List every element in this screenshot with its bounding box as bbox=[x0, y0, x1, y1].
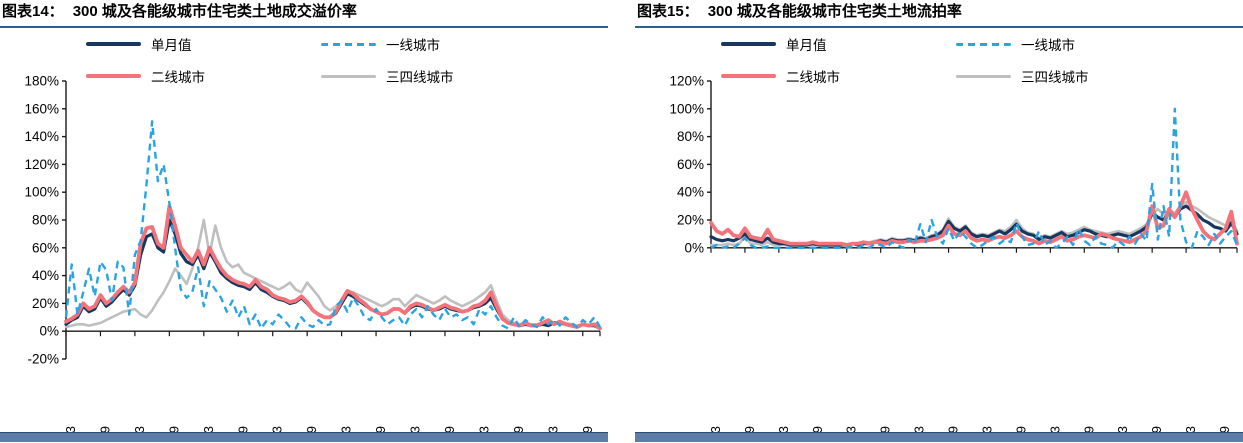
legend-item-tier34-cities: 三四线城市 bbox=[956, 66, 1181, 86]
svg-text:60%: 60% bbox=[32, 240, 59, 255]
svg-text:2016-03: 2016-03 bbox=[776, 426, 791, 432]
svg-text:2016-09: 2016-09 bbox=[166, 426, 181, 432]
svg-text:20%: 20% bbox=[32, 296, 59, 311]
svg-text:2020-09: 2020-09 bbox=[442, 426, 457, 432]
svg-text:2016-03: 2016-03 bbox=[132, 426, 147, 432]
svg-text:2020-09: 2020-09 bbox=[1081, 426, 1096, 432]
svg-text:120%: 120% bbox=[669, 74, 704, 89]
legend-label: 二线城市 bbox=[786, 70, 840, 85]
tier2-line-swatch bbox=[86, 73, 141, 79]
legend-item-tier1-cities: 一线城市 bbox=[321, 34, 546, 54]
svg-text:2015-03: 2015-03 bbox=[708, 426, 723, 432]
legend-label: 一线城市 bbox=[386, 38, 440, 53]
svg-text:2021-03: 2021-03 bbox=[1115, 426, 1130, 432]
svg-text:100%: 100% bbox=[24, 185, 59, 200]
figure-number-label: 图表15： bbox=[637, 3, 699, 20]
figure-title-text: 300 城及各能级城市住宅类土地流拍率 bbox=[707, 3, 962, 20]
svg-text:2022-09: 2022-09 bbox=[1217, 426, 1232, 432]
figure-panel-14: 图表14： 300 城及各能级城市住宅类土地成交溢价率 180% 160% 140% 1… bbox=[0, 0, 608, 443]
legend-item-monthly: 单月值 bbox=[721, 34, 956, 54]
tier34-line-swatch bbox=[956, 74, 1011, 78]
svg-text:2018-03: 2018-03 bbox=[270, 426, 285, 432]
monthly-line-swatch bbox=[721, 42, 776, 46]
figure-number-label: 图表14： bbox=[2, 3, 64, 20]
svg-text:2015-03: 2015-03 bbox=[63, 426, 78, 432]
svg-text:2017-09: 2017-09 bbox=[878, 426, 893, 432]
svg-text:0%: 0% bbox=[39, 324, 59, 339]
svg-text:2020-03: 2020-03 bbox=[1047, 426, 1062, 432]
line-chart-canvas: 120% 100% 80% 60% 40% 20% 0% 2015-03 2015-09 2016… bbox=[669, 74, 1239, 432]
svg-text:2019-09: 2019-09 bbox=[373, 426, 388, 432]
svg-text:40%: 40% bbox=[32, 268, 59, 283]
tier1-dashed-line-swatch bbox=[321, 42, 376, 46]
figure-title: 图表15： 300 城及各能级城市住宅类土地流拍率 bbox=[635, 0, 1243, 28]
legend-label: 一线城市 bbox=[1021, 38, 1075, 53]
panel-bottom-bar bbox=[0, 432, 608, 442]
svg-text:180%: 180% bbox=[24, 74, 59, 89]
tier1-dashed-line-swatch bbox=[956, 42, 1011, 46]
svg-text:40%: 40% bbox=[677, 185, 704, 200]
legend-item-tier2-cities: 二线城市 bbox=[86, 66, 321, 86]
svg-text:120%: 120% bbox=[24, 157, 59, 172]
svg-text:2015-09: 2015-09 bbox=[97, 426, 112, 432]
svg-text:2018-09: 2018-09 bbox=[946, 426, 961, 432]
legend-item-tier34-cities: 三四线城市 bbox=[321, 66, 546, 86]
svg-text:2015-09: 2015-09 bbox=[742, 426, 757, 432]
legend-label: 三四线城市 bbox=[386, 70, 454, 85]
svg-text:2022-09: 2022-09 bbox=[580, 426, 595, 432]
chart-area: 120% 100% 80% 60% 40% 20% 0% 2015-03 2015-09 2016… bbox=[635, 28, 1243, 432]
svg-text:2020-03: 2020-03 bbox=[408, 426, 423, 432]
legend-label: 二线城市 bbox=[151, 70, 205, 85]
svg-text:140%: 140% bbox=[24, 129, 59, 144]
chart-legend: 单月值 一线城市 二线城市 三四线城市 bbox=[86, 34, 546, 86]
line-chart-canvas: 180% 160% 140% 120% 100% 80% 60% 40% 20% 0% -20% 20… bbox=[24, 74, 602, 432]
svg-text:2021-09: 2021-09 bbox=[511, 426, 526, 432]
svg-text:60%: 60% bbox=[677, 157, 704, 172]
svg-text:2022-03: 2022-03 bbox=[545, 426, 560, 432]
svg-text:2021-09: 2021-09 bbox=[1149, 426, 1164, 432]
svg-text:-20%: -20% bbox=[27, 352, 59, 367]
svg-text:2017-03: 2017-03 bbox=[201, 426, 216, 432]
svg-text:2017-09: 2017-09 bbox=[235, 426, 250, 432]
svg-text:2017-03: 2017-03 bbox=[844, 426, 859, 432]
legend-item-monthly: 单月值 bbox=[86, 34, 321, 54]
monthly-line-swatch bbox=[86, 42, 141, 46]
figure-title: 图表14： 300 城及各能级城市住宅类土地成交溢价率 bbox=[0, 0, 608, 28]
chart-legend: 单月值 一线城市 二线城市 三四线城市 bbox=[721, 34, 1181, 86]
tier34-line-swatch bbox=[321, 74, 376, 78]
svg-text:100%: 100% bbox=[669, 101, 704, 116]
legend-item-tier1-cities: 一线城市 bbox=[956, 34, 1181, 54]
svg-text:80%: 80% bbox=[32, 213, 59, 228]
legend-label: 单月值 bbox=[786, 38, 827, 53]
legend-label: 单月值 bbox=[151, 38, 192, 53]
legend-label: 三四线城市 bbox=[1021, 70, 1089, 85]
svg-text:2016-09: 2016-09 bbox=[810, 426, 825, 432]
svg-text:2018-09: 2018-09 bbox=[304, 426, 319, 432]
figure-panel-15: 图表15： 300 城及各能级城市住宅类土地流拍率 120% 100% 80% 60% 4… bbox=[635, 0, 1243, 443]
svg-text:160%: 160% bbox=[24, 101, 59, 116]
svg-text:2018-03: 2018-03 bbox=[912, 426, 927, 432]
figure-title-text: 300 城及各能级城市住宅类土地成交溢价率 bbox=[72, 3, 357, 20]
panel-bottom-bar bbox=[635, 432, 1243, 442]
svg-text:2019-09: 2019-09 bbox=[1013, 426, 1028, 432]
chart-area: 180% 160% 140% 120% 100% 80% 60% 40% 20% 0% -20% 20… bbox=[0, 28, 608, 432]
svg-text:2021-03: 2021-03 bbox=[476, 426, 491, 432]
svg-text:2019-03: 2019-03 bbox=[979, 426, 994, 432]
svg-text:20%: 20% bbox=[677, 213, 704, 228]
legend-item-tier2-cities: 二线城市 bbox=[721, 66, 956, 86]
svg-text:2022-03: 2022-03 bbox=[1183, 426, 1198, 432]
svg-text:0%: 0% bbox=[684, 240, 704, 255]
svg-text:2019-03: 2019-03 bbox=[339, 426, 354, 432]
tier2-line-swatch bbox=[721, 73, 776, 79]
svg-text:80%: 80% bbox=[677, 129, 704, 144]
